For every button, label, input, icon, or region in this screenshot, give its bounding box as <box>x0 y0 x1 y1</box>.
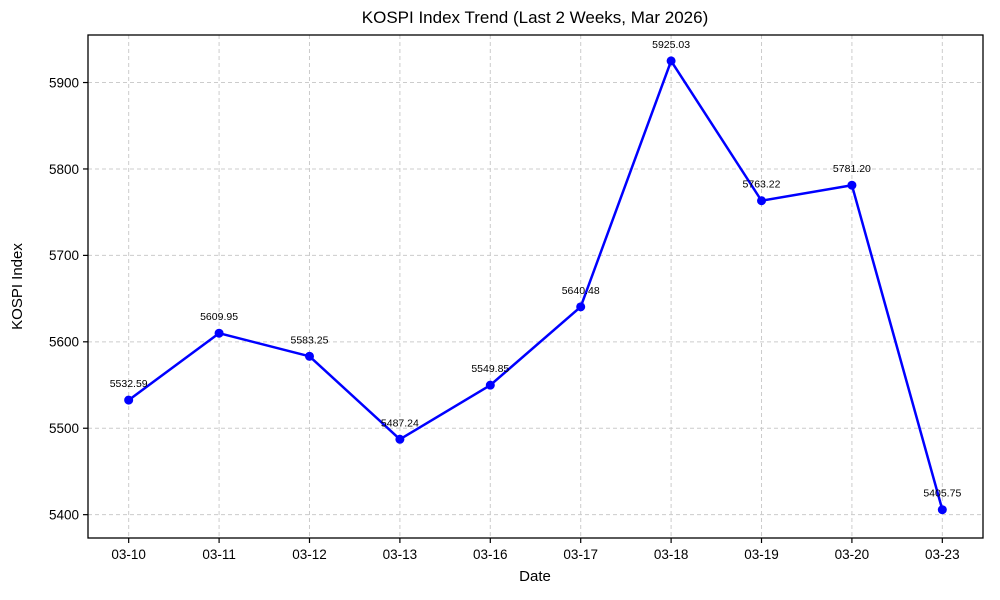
data-point <box>124 395 134 405</box>
data-point <box>666 56 676 66</box>
data-point-label: 5925.03 <box>652 39 690 51</box>
data-point-label: 5549.85 <box>471 363 509 375</box>
y-tick-label: 5400 <box>49 507 79 522</box>
x-tick-label: 03-16 <box>473 547 508 562</box>
x-tick-label: 03-11 <box>202 547 236 562</box>
data-point <box>304 351 314 361</box>
x-tick-label: 03-23 <box>925 547 960 562</box>
data-point-label: 5781.20 <box>833 163 871 175</box>
data-point <box>847 180 857 190</box>
data-point <box>214 328 224 338</box>
data-point-label: 5763.22 <box>743 179 781 191</box>
data-point <box>757 196 767 206</box>
data-point <box>485 380 495 390</box>
data-point-label: 5583.25 <box>291 334 329 346</box>
chart-title: KOSPI Index Trend (Last 2 Weeks, Mar 202… <box>362 8 708 27</box>
x-tick-label: 03-19 <box>744 547 779 562</box>
x-axis-label: Date <box>519 568 551 585</box>
data-point-label: 5487.24 <box>381 417 419 429</box>
series-line <box>127 59 944 511</box>
axis-ticks: 5400 5500 5600 5700 5800 5900 03-10 03-11 03-12 0… <box>49 75 960 562</box>
x-tick-label: 03-10 <box>111 547 146 562</box>
y-tick-label: 5900 <box>49 75 79 90</box>
y-tick-label: 5600 <box>49 335 79 350</box>
data-point <box>395 434 405 444</box>
y-axis-label: KOSPI Index <box>9 243 26 330</box>
data-point <box>576 302 586 312</box>
y-tick-label: 5500 <box>49 421 79 436</box>
point-annotations: 5532.59 5609.95 5583.25 5487.24 5549.85 5640.… <box>110 39 962 500</box>
gridlines <box>88 35 983 538</box>
y-tick-label: 5700 <box>49 248 79 263</box>
x-tick-label: 03-20 <box>835 547 870 562</box>
data-series <box>124 56 947 515</box>
x-tick-label: 03-13 <box>383 547 418 562</box>
data-point-label: 5640.48 <box>562 285 600 297</box>
data-point-label: 5532.59 <box>110 378 148 390</box>
x-tick-label: 03-17 <box>563 547 598 562</box>
x-tick-label: 03-18 <box>654 547 689 562</box>
y-tick-label: 5800 <box>49 162 79 177</box>
plot-border <box>87 34 984 539</box>
data-point-label: 5405.75 <box>923 488 961 500</box>
x-tick-label: 03-12 <box>292 547 327 562</box>
data-point-label: 5609.95 <box>200 311 238 323</box>
data-point <box>937 505 947 515</box>
